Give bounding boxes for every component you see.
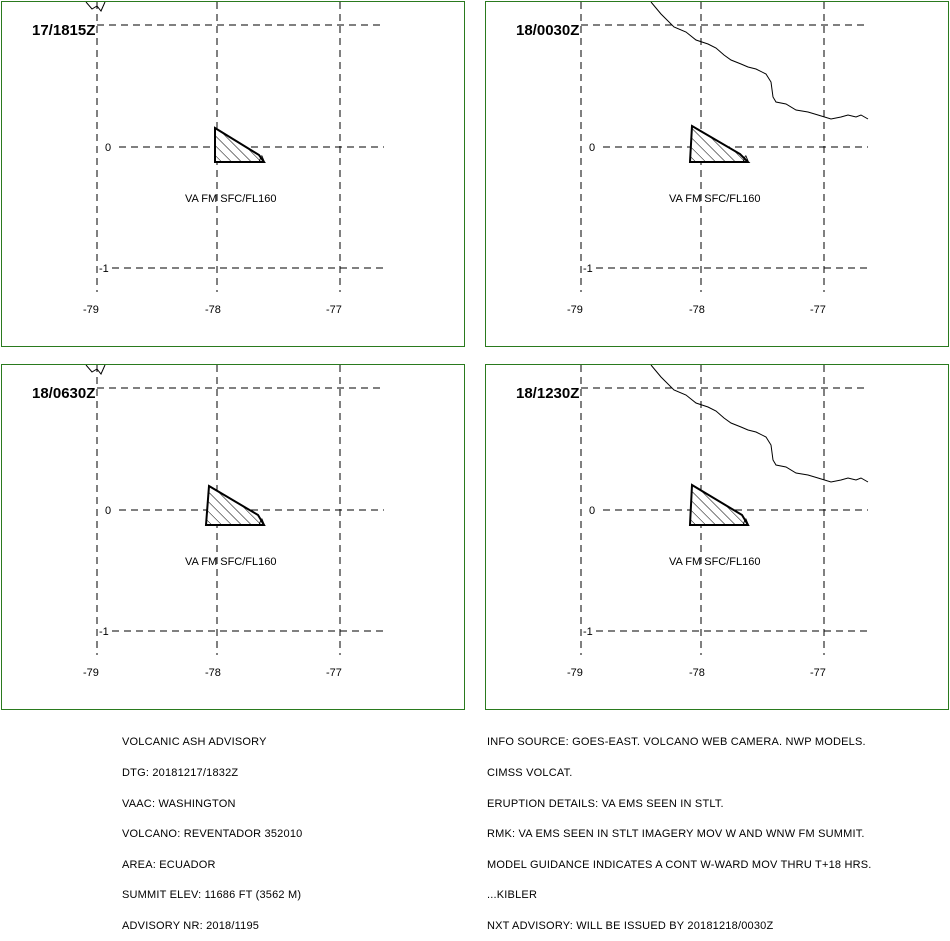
map-panel-3: Δ 18/0630Z VA FM SFC/FL160 0 -1 -79 -78 … xyxy=(1,364,465,710)
panel-dtg: 17/1815Z xyxy=(32,22,95,39)
lat-label-minus1: -1 xyxy=(99,626,109,638)
lon-label-78: -78 xyxy=(205,667,221,679)
volcano-marker: Δ xyxy=(258,154,266,166)
ash-levels-label: VA FM SFC/FL160 xyxy=(669,193,761,205)
lon-label-77: -77 xyxy=(326,304,342,316)
advisory-header-block: VOLCANIC ASH ADVISORY DTG: 20181217/1832… xyxy=(122,717,302,941)
coastline xyxy=(85,365,106,375)
lon-label-78: -78 xyxy=(689,304,705,316)
advisory-forecaster: ...KIBLER xyxy=(487,889,538,902)
lon-label-79: -79 xyxy=(567,304,583,316)
panel-dtg: 18/0030Z xyxy=(516,22,579,39)
ash-cloud-polygon xyxy=(204,484,266,526)
map-panel-2: Δ 18/0030Z VA FM SFC/FL160 0 -1 -79 -78 … xyxy=(485,1,949,347)
map-canvas: Δ 18/0630Z VA FM SFC/FL160 0 -1 -79 -78 … xyxy=(32,365,384,679)
panel-dtg: 18/1230Z xyxy=(516,385,579,402)
advisory-next: NXT ADVISORY: WILL BE ISSUED BY 20181218… xyxy=(487,920,774,933)
lon-label-79: -79 xyxy=(567,667,583,679)
advisory-info-source-cont: CIMSS VOLCAT. xyxy=(487,767,573,780)
advisory-volcano: VOLCANO: REVENTADOR 352010 xyxy=(122,828,303,841)
advisory-dtg: DTG: 20181217/1832Z xyxy=(122,767,239,780)
advisory-area: AREA: ECUADOR xyxy=(122,858,216,871)
advisory-number: ADVISORY NR: 2018/1195 xyxy=(122,920,260,933)
advisory-eruption-details: ERUPTION DETAILS: VA EMS SEEN IN STLT. xyxy=(487,797,724,810)
panel-dtg: 18/0630Z xyxy=(32,385,95,402)
coastline xyxy=(85,2,106,12)
lon-label-78: -78 xyxy=(205,304,221,316)
ash-levels-label: VA FM SFC/FL160 xyxy=(185,556,277,568)
lat-label-0: 0 xyxy=(105,142,111,154)
advisory-info-source: INFO SOURCE: GOES-EAST. VOLCANO WEB CAME… xyxy=(487,736,866,749)
graticule xyxy=(96,2,384,292)
lon-label-77: -77 xyxy=(810,667,826,679)
ash-cloud-polygon xyxy=(688,483,750,526)
lat-label-0: 0 xyxy=(589,505,595,517)
advisory-title: VOLCANIC ASH ADVISORY xyxy=(122,736,267,749)
lat-label-0: 0 xyxy=(105,505,111,517)
map-canvas: Δ 18/0030Z VA FM SFC/FL160 0 -1 -79 -78 … xyxy=(516,2,869,316)
advisory-remarks: RMK: VA EMS SEEN IN STLT IMAGERY MOV W A… xyxy=(487,828,865,841)
advisory-details-block: INFO SOURCE: GOES-EAST. VOLCANO WEB CAME… xyxy=(487,717,872,941)
map-canvas: Δ 18/1230Z VA FM SFC/FL160 0 -1 -79 -78 … xyxy=(516,365,869,679)
coastline xyxy=(650,365,869,483)
lat-label-minus1: -1 xyxy=(583,263,593,275)
lon-label-78: -78 xyxy=(689,667,705,679)
advisory-remarks-cont: MODEL GUIDANCE INDICATES A CONT W-WARD M… xyxy=(487,858,872,871)
lat-label-0: 0 xyxy=(589,142,595,154)
lon-label-79: -79 xyxy=(83,304,99,316)
volcano-marker: Δ xyxy=(742,154,750,166)
volcano-marker: Δ xyxy=(742,517,750,529)
advisory-summit-elev: SUMMIT ELEV: 11686 FT (3562 M) xyxy=(122,889,302,902)
volcano-marker: Δ xyxy=(258,517,266,529)
lon-label-77: -77 xyxy=(326,667,342,679)
lon-label-77: -77 xyxy=(810,304,826,316)
lat-label-minus1: -1 xyxy=(99,263,109,275)
map-panel-4: Δ 18/1230Z VA FM SFC/FL160 0 -1 -79 -78 … xyxy=(485,364,949,710)
ash-levels-label: VA FM SFC/FL160 xyxy=(669,556,761,568)
advisory-vaac: VAAC: WASHINGTON xyxy=(122,797,236,810)
ash-cloud-polygon xyxy=(688,124,751,163)
map-panel-1: Δ 17/1815Z VA FM SFC/FL160 0 -1 -79 -78 … xyxy=(1,1,465,347)
ash-cloud-polygon xyxy=(214,126,266,163)
lat-label-minus1: -1 xyxy=(583,626,593,638)
ash-levels-label: VA FM SFC/FL160 xyxy=(185,193,277,205)
lon-label-79: -79 xyxy=(83,667,99,679)
coastline xyxy=(650,2,869,120)
map-canvas: Δ 17/1815Z VA FM SFC/FL160 0 -1 -79 -78 … xyxy=(32,2,384,316)
